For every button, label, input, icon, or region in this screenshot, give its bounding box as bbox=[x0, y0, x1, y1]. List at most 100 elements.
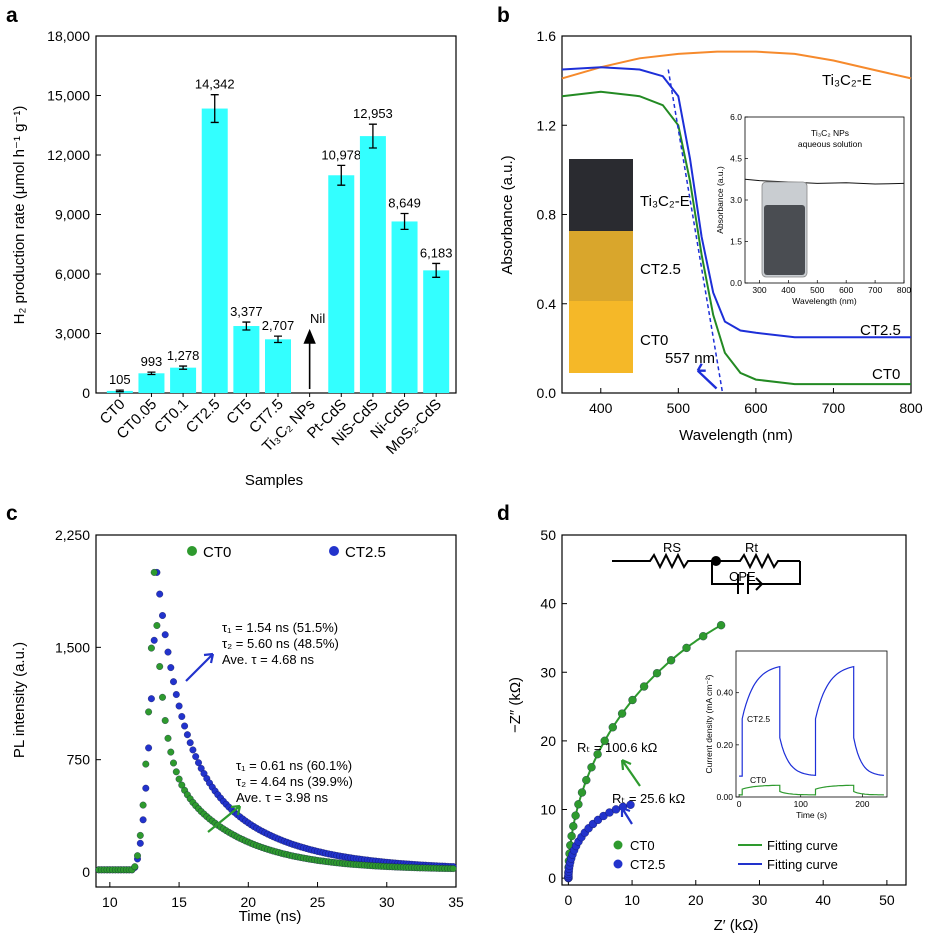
panel-c-point bbox=[186, 739, 194, 747]
panel-c-legend-label-0: CT0 bbox=[203, 544, 231, 561]
panel-label-a: a bbox=[6, 4, 18, 27]
panel-d-legend-marker-0 bbox=[613, 840, 623, 850]
panel-a-value-label-2: 1,278 bbox=[167, 348, 200, 363]
panel-c-point bbox=[156, 590, 164, 598]
panel-d-ytick-label-3: 30 bbox=[540, 664, 556, 680]
panel-a-errorbar-4 bbox=[242, 321, 251, 331]
panel-b-series-label-2: CT0 bbox=[872, 366, 900, 383]
panel-d-xlabel: Z′ (kΩ) bbox=[714, 917, 759, 934]
panel-d-inset-xtick-label-0: 0 bbox=[737, 799, 742, 809]
panel-a-errorbar-1 bbox=[147, 371, 156, 376]
panel-c-point bbox=[161, 631, 169, 639]
panel-c-ytick-label-1: 750 bbox=[67, 752, 91, 768]
panel-a-errorbar-2 bbox=[179, 365, 188, 370]
panel-b-ytick-label-4: 1.6 bbox=[537, 28, 557, 44]
panel-c-legend-label-1: CT2.5 bbox=[345, 544, 386, 561]
panel-a-ytick-label-1: 3,000 bbox=[55, 326, 90, 342]
panel-b-ytick-label-2: 0.8 bbox=[537, 207, 557, 223]
panel-b-inset-xtick-label-5: 800 bbox=[897, 285, 911, 295]
panel-c-ytick-label-3: 2,250 bbox=[55, 527, 90, 543]
panel-a-bar-3 bbox=[201, 108, 228, 394]
panel-a-bar-9 bbox=[391, 221, 418, 393]
panel-d-series-1 bbox=[564, 800, 635, 883]
panel-c-xtick-label-4: 30 bbox=[379, 894, 395, 910]
panel-b-xtick-label-4: 800 bbox=[899, 400, 923, 416]
panel-b-series-0 bbox=[561, 50, 912, 80]
panel-c-point bbox=[156, 663, 164, 670]
panel-d-point bbox=[666, 656, 676, 665]
panel-a-ytick-label-0: 0 bbox=[82, 385, 90, 401]
panel-a-category-label-3: CT2.5 bbox=[183, 396, 224, 437]
panel-c-point bbox=[172, 768, 180, 776]
panel-b-edge-tangent bbox=[667, 69, 724, 394]
panel-d-inset-xlabel: Time (s) bbox=[796, 810, 827, 820]
panel-b-inset-ytick-label-2: 3.0 bbox=[730, 195, 742, 205]
panel-a-bar-7 bbox=[328, 175, 355, 393]
panel-c-point bbox=[170, 759, 177, 767]
panel-c-point bbox=[167, 748, 175, 756]
panel-d-point bbox=[628, 695, 637, 705]
panel-d-circuit-rt: Rt bbox=[745, 540, 758, 555]
panel-a-bar-8 bbox=[359, 136, 386, 394]
panel-d-xtick-label-0: 0 bbox=[564, 892, 572, 908]
panel-a-ylabel: H₂ production rate (μmol h⁻¹ g⁻¹) bbox=[11, 106, 28, 325]
panel-d-legend-fit-label-0: Fitting curve bbox=[767, 838, 838, 853]
panel-b-edge-arrow bbox=[696, 363, 718, 390]
panel-b-xtick-label-2: 600 bbox=[744, 400, 768, 416]
panel-a-bar-5 bbox=[265, 339, 291, 393]
panel-c: c Time (ns) PL intensity (a.u.) 10 15 20 25… bbox=[6, 502, 464, 925]
panel-c-point bbox=[150, 568, 158, 576]
panel-b-xtick-label-1: 500 bbox=[667, 400, 691, 416]
panel-a-errorbar-5 bbox=[274, 335, 282, 344]
panel-d-point bbox=[652, 669, 662, 678]
panel-a-ytick-label-4: 12,000 bbox=[47, 147, 90, 163]
panel-d-point bbox=[699, 632, 708, 641]
panel-b-inset-ytick-label-0: 0.0 bbox=[730, 278, 742, 288]
panel-a-ytick-label-6: 18,000 bbox=[47, 28, 90, 44]
panel-c-point bbox=[150, 636, 158, 644]
panel-d-point bbox=[682, 643, 691, 653]
panel-d: d Z′ (kΩ) −Z″ (kΩ) 0 10 20 30 40 50 0 10 20 30 40 5… bbox=[497, 502, 907, 934]
panel-d-point bbox=[577, 788, 587, 797]
panel-c-point bbox=[131, 863, 139, 871]
panel-d-point bbox=[639, 682, 649, 691]
panel-d-point bbox=[617, 709, 627, 718]
panel-d-point bbox=[574, 800, 583, 809]
panel-c-annotation-ct25-1: τ₂ = 5.60 ns (48.5%) bbox=[222, 636, 339, 651]
panel-b-photo-label-0: Ti₃C₂-E bbox=[640, 193, 690, 210]
panel-c-point bbox=[449, 865, 457, 873]
panel-b-photo-label-1: CT2.5 bbox=[640, 261, 681, 278]
panel-c-point bbox=[136, 831, 144, 839]
panel-c-point bbox=[170, 678, 177, 686]
panel-c-point bbox=[145, 708, 153, 716]
panel-c-point bbox=[145, 744, 153, 752]
panel-a-bar-10 bbox=[423, 270, 450, 393]
panel-c-frame bbox=[95, 534, 457, 888]
panel-c-point bbox=[142, 784, 150, 792]
panel-c-point bbox=[181, 722, 189, 730]
panel-a-value-label-10: 6,183 bbox=[420, 245, 453, 260]
panel-a-value-label-9: 8,649 bbox=[388, 196, 421, 211]
panel-d-point bbox=[569, 822, 578, 831]
panel-b-inset-vial-solution bbox=[764, 205, 805, 275]
panel-b-photo-label-2: CT0 bbox=[640, 332, 668, 349]
panel-b-inset-xtick-label-0: 300 bbox=[752, 285, 766, 295]
panel-d-xtick-label-1: 10 bbox=[624, 892, 640, 908]
panel-d-inset-ytick-label-1: 0.20 bbox=[716, 740, 733, 750]
panel-d-legend-marker-1 bbox=[613, 859, 623, 869]
panel-b-xtick-label-3: 700 bbox=[822, 400, 846, 416]
panel-d-point bbox=[567, 831, 576, 841]
panel-a-value-label-6: Nil bbox=[310, 311, 325, 326]
panel-b-inset-title-2: aqueous solution bbox=[798, 139, 863, 149]
panel-a: a Samples H₂ production rate (μmol h⁻¹ g… bbox=[6, 4, 457, 489]
panel-d-inset-xtick-label-1: 100 bbox=[794, 799, 808, 809]
panel-c-point bbox=[147, 644, 155, 652]
panel-d-inset-ytick-label-2: 0.40 bbox=[716, 688, 733, 698]
panel-a-value-label-5: 2,707 bbox=[262, 318, 295, 333]
panel-d-xtick-label-5: 50 bbox=[879, 892, 895, 908]
panel-d-legend-label-1: CT2.5 bbox=[630, 857, 665, 872]
panel-c-point bbox=[189, 746, 197, 754]
panel-c-point bbox=[195, 759, 202, 767]
panel-d-ytick-label-4: 40 bbox=[540, 596, 556, 612]
